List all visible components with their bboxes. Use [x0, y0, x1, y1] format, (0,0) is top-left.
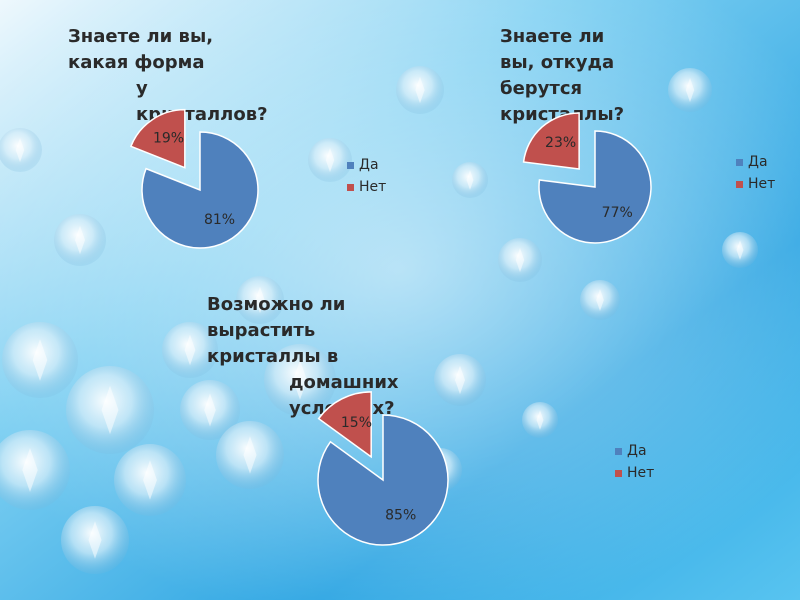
- chart-title-line-1: Знаете ли вы, откуда: [500, 26, 615, 73]
- legend-item-no: Нет: [736, 173, 775, 195]
- pie-slice-no: [129, 108, 186, 169]
- crystal-sparkle: [536, 410, 544, 430]
- crystal-sparkle: [466, 170, 474, 190]
- crystal-sparkle: [88, 521, 102, 559]
- legend-item-yes: Да: [615, 440, 654, 462]
- legend-swatch-no: [615, 469, 622, 477]
- crystal-sparkle: [325, 147, 335, 173]
- data-label-no: 23%: [545, 135, 576, 151]
- chart-title: Знаете ли вы, какая форма у кристаллов?: [68, 24, 268, 128]
- data-label-no: 15%: [341, 415, 372, 431]
- legend-swatch-yes: [736, 158, 743, 166]
- legend: Да Нет: [615, 440, 654, 484]
- legend: Да Нет: [347, 154, 386, 198]
- legend-item-no: Нет: [347, 176, 386, 198]
- pie-slice-yes: [141, 131, 259, 249]
- crystal-sparkle: [293, 360, 307, 400]
- legend-item-no: Нет: [615, 462, 654, 484]
- crystal-sparkle: [243, 436, 257, 474]
- chart-title: Знаете ли вы, откуда берутся кристаллы?: [500, 24, 624, 128]
- crystal-sparkle: [143, 460, 157, 500]
- crystal-sparkle: [184, 334, 196, 366]
- data-label-yes: 77%: [602, 205, 633, 221]
- crystal-sparkle: [736, 240, 744, 260]
- crystal-sparkle: [415, 76, 425, 104]
- data-label-yes: 85%: [385, 508, 416, 524]
- crystal-sparkle: [74, 225, 86, 255]
- legend: Да Нет: [736, 151, 775, 195]
- legend-swatch-no: [736, 180, 743, 188]
- legend-label-no: Нет: [359, 179, 387, 195]
- chart-title-line-1: Знаете ли вы, какая форма: [68, 26, 214, 73]
- chart-title: Возможно ли вырастить кристаллы в домашн…: [207, 292, 399, 422]
- crystal-sparkle: [596, 289, 604, 311]
- crystal-sparkle: [15, 137, 25, 163]
- crystal-sparkle: [454, 365, 466, 395]
- data-label-yes: 81%: [204, 212, 235, 228]
- chart-title-line-2: берутся кристаллы?: [500, 78, 625, 125]
- crystal-sparkle: [204, 393, 216, 427]
- legend-swatch-yes: [347, 161, 354, 169]
- pie-slice-yes: [538, 130, 652, 244]
- legend-label-no: Нет: [627, 465, 655, 481]
- chart-title-line-1: Возможно ли вырастить кристаллы в: [207, 294, 346, 367]
- crystal-sparkle: [101, 385, 119, 435]
- crystal-sparkle: [255, 286, 265, 314]
- legend-label-yes: Да: [748, 154, 768, 170]
- crystal-sparkle: [32, 339, 48, 381]
- crystal-sparkle: [22, 448, 38, 492]
- legend-label-no: Нет: [748, 176, 776, 192]
- pie-slice-no: [317, 391, 372, 459]
- legend-label-yes: Да: [359, 157, 379, 173]
- legend-item-yes: Да: [347, 154, 386, 176]
- data-label-no: 19%: [153, 131, 184, 147]
- crystal-sparkle: [515, 247, 525, 273]
- legend-swatch-yes: [615, 447, 622, 455]
- pie-slice-yes: [317, 414, 449, 546]
- legend-label-yes: Да: [627, 443, 647, 459]
- legend-item-yes: Да: [736, 151, 775, 173]
- crystal-decorations: [0, 66, 758, 574]
- crystal-sparkle: [685, 77, 695, 103]
- pie-slice-no: [522, 112, 580, 170]
- legend-swatch-no: [347, 183, 354, 191]
